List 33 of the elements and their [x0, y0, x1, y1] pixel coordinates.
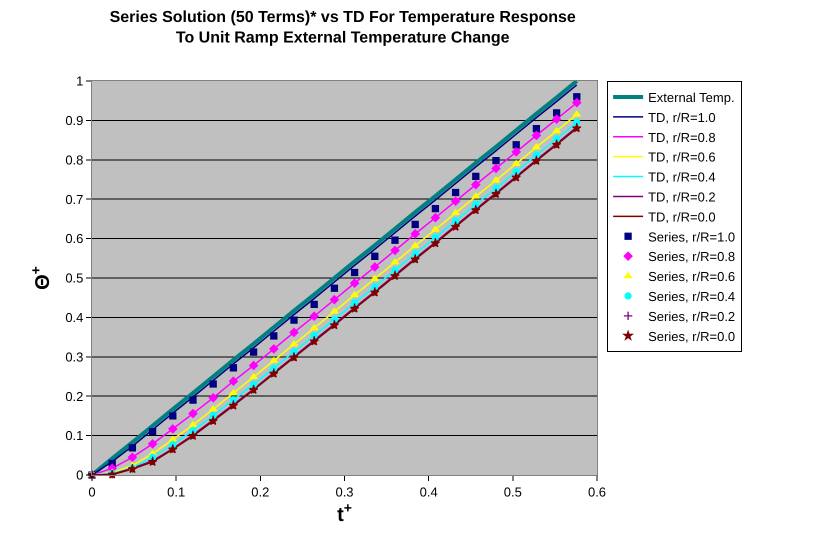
y-tick-label: 0.1: [65, 428, 84, 444]
x-tick-label: 0: [88, 484, 96, 500]
legend-label: Series, r/R=0.0: [648, 328, 736, 344]
legend-label: TD, r/R=0.8: [648, 130, 716, 145]
legend-label: TD, r/R=0.6: [648, 150, 716, 165]
chart-title: Series Solution (50 Terms)* vs TD For Temperature Response To Unit Ramp External Temperature Change: [110, 8, 576, 47]
x-tick-label: 0.5: [504, 484, 522, 500]
legend-label: Series, r/R=0.4: [648, 289, 736, 304]
y-tick-label: 0.7: [65, 192, 84, 207]
y-tick-label: 0.3: [65, 349, 84, 364]
legend-label: Series, r/R=0.6: [648, 269, 736, 284]
x-axis-title: t$^{+}$: [337, 500, 352, 526]
y-tick-label: 0.4: [65, 310, 84, 325]
legend-label: TD, r/R=0.0: [648, 209, 716, 224]
x-tick-label: 0.3: [335, 484, 354, 500]
y-tick-label: 1: [76, 74, 84, 89]
y-tick-label: 0.8: [65, 152, 84, 168]
legend-label: External Temp.: [648, 90, 735, 106]
x-tick-label: 0.1: [167, 484, 186, 500]
y-tick-label: 0: [76, 468, 84, 483]
legend-label: Series, r/R=0.8: [648, 249, 736, 264]
legend-label: Series, r/R=1.0: [648, 229, 736, 244]
x-tick-label: 0.2: [251, 484, 270, 500]
legend-label: TD, r/R=0.4: [648, 170, 716, 185]
legend-label: TD, r/R=1.0: [648, 110, 716, 125]
legend-label: Series, r/R=0.2: [648, 308, 736, 324]
x-tick-label: 0.4: [420, 484, 438, 500]
y-tick-label: 0.6: [65, 231, 84, 246]
y-tick-label: 0.9: [65, 112, 84, 128]
y-tick-label: 0.5: [65, 270, 84, 286]
legend-label: TD, r/R=0.2: [648, 190, 716, 205]
y-tick-label: 0.2: [65, 388, 84, 404]
x-tick-label: 0.6: [588, 484, 606, 500]
